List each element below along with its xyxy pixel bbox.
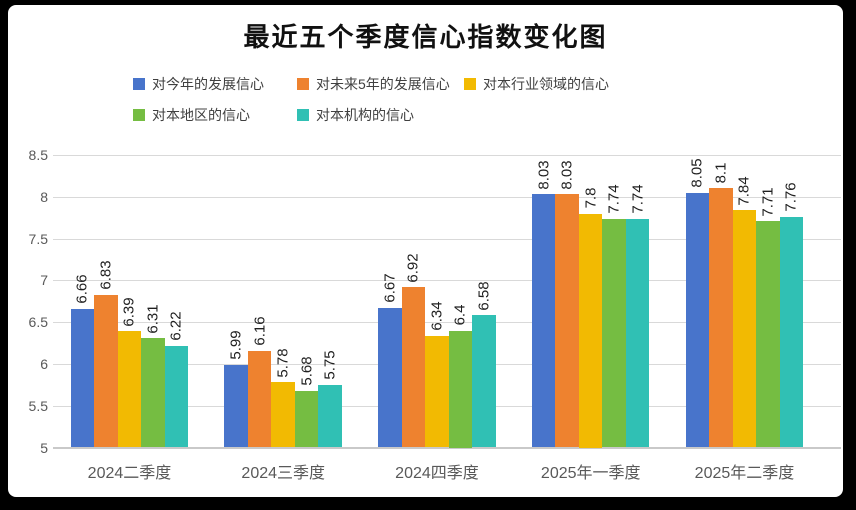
- bar-value-label: 5.99: [227, 330, 245, 360]
- legend-item: 对今年的发展信心: [133, 74, 264, 94]
- legend-label: 对今年的发展信心: [152, 76, 264, 92]
- gridline: [53, 196, 841, 198]
- legend-label: 对本行业领域的信心: [483, 76, 609, 92]
- legend-swatch-icon: [464, 78, 476, 90]
- gridline: [53, 238, 841, 240]
- legend-item: 对本机构的信心: [297, 105, 414, 125]
- bar: [602, 218, 626, 448]
- y-axis-tick-label: 8: [40, 188, 48, 205]
- bar-value-label: 6.39: [120, 297, 138, 327]
- bar-value-label: 6.58: [475, 281, 493, 311]
- x-axis-category-label: 2024三季度: [241, 464, 326, 482]
- y-axis-tick-label: 5.5: [28, 397, 48, 414]
- gridline: [53, 280, 841, 282]
- legend-swatch-icon: [297, 78, 309, 90]
- gridline: [53, 322, 841, 324]
- legend-swatch-icon: [297, 109, 309, 121]
- y-axis-tick-label: 5: [40, 439, 48, 456]
- bar: [271, 382, 295, 448]
- x-axis-category-label: 2025年二季度: [694, 464, 795, 482]
- bar-value-label: 6.92: [404, 252, 422, 283]
- x-axis-category-label: 2024二季度: [87, 464, 172, 482]
- legend-swatch-icon: [133, 109, 145, 121]
- bar: [247, 350, 272, 448]
- bar-value-label: 7.71: [759, 186, 777, 217]
- chart-plot-area: 8.5 8 7.5 7 6.5 6 5.5 5 6.66 6.83 6.39 6.31 6.22 2024…: [8, 5, 843, 497]
- bar-value-label: 7.76: [782, 182, 800, 212]
- bar: [294, 390, 319, 448]
- bar: [709, 188, 733, 448]
- bar-value-label: 6.83: [97, 260, 115, 290]
- chart-title: 最近五个季度信心指数变化图: [243, 23, 608, 53]
- bar: [578, 213, 603, 448]
- bar-value-label: 8.05: [688, 158, 706, 188]
- legend-item: 对未来5年的发展信心: [297, 74, 450, 94]
- chart-panel: 最近五个季度信心指数变化图 对今年的发展信心 对未来5年的发展信心 对本行业领域的信…: [8, 5, 843, 497]
- bar: [94, 294, 118, 448]
- bar: [625, 218, 650, 448]
- bar-value-label: 6.31: [144, 303, 162, 334]
- bar: [472, 315, 496, 448]
- bar-value-label: 8.03: [535, 160, 553, 190]
- bar: [531, 194, 556, 448]
- x-axis-category-label: 2024四季度: [395, 464, 479, 482]
- bar: [756, 221, 780, 448]
- bar: [117, 331, 142, 448]
- bar-value-label: 8.03: [558, 160, 576, 190]
- bar: [378, 307, 402, 448]
- bar-value-label: 6.34: [428, 301, 446, 331]
- legend-swatch-icon: [133, 78, 145, 90]
- bar-value-label: 6.22: [167, 311, 185, 341]
- x-axis-category-label: 2025年一季度: [540, 464, 641, 482]
- bar: [685, 192, 710, 448]
- y-axis-tick-label: 8.5: [28, 147, 48, 163]
- bar: [224, 364, 248, 448]
- legend-item: 对本行业领域的信心: [464, 74, 609, 94]
- bar-value-label: 6.67: [381, 273, 399, 304]
- legend-label: 对未来5年的发展信心: [316, 76, 450, 92]
- bar-value-label: 7.8: [582, 187, 600, 209]
- bar-value-label: 5.78: [274, 348, 292, 378]
- bar: [555, 194, 579, 448]
- y-axis-tick-label: 7: [40, 272, 48, 289]
- bar-value-label: 5.75: [321, 350, 339, 380]
- y-axis-tick-label: 6: [40, 355, 48, 372]
- bar: [70, 308, 95, 448]
- bar: [425, 335, 449, 448]
- y-axis-tick-label: 7.5: [28, 230, 48, 247]
- bar: [164, 345, 189, 448]
- bar: [401, 287, 426, 448]
- legend-item: 对本地区的信心: [133, 105, 250, 125]
- bar-value-label: 6.4: [451, 304, 469, 326]
- bar: [732, 210, 757, 448]
- bar-value-label: 5.68: [298, 356, 316, 386]
- gridline: [53, 155, 841, 156]
- bar-value-label: 7.74: [629, 184, 647, 214]
- bar-value-label: 7.74: [605, 184, 623, 214]
- legend-label: 对本机构的信心: [316, 107, 414, 123]
- bar-value-label: 6.66: [73, 274, 91, 304]
- bar-value-label: 7.84: [735, 176, 753, 206]
- x-axis-line: [53, 446, 841, 449]
- bar: [779, 216, 804, 448]
- bar: [448, 330, 473, 448]
- y-axis-tick-label: 6.5: [28, 314, 48, 331]
- bar: [141, 338, 165, 448]
- bar-value-label: 6.16: [251, 316, 269, 346]
- legend-label: 对本地区的信心: [152, 107, 250, 123]
- bar-value-label: 8.1: [712, 162, 730, 184]
- bar: [318, 384, 342, 448]
